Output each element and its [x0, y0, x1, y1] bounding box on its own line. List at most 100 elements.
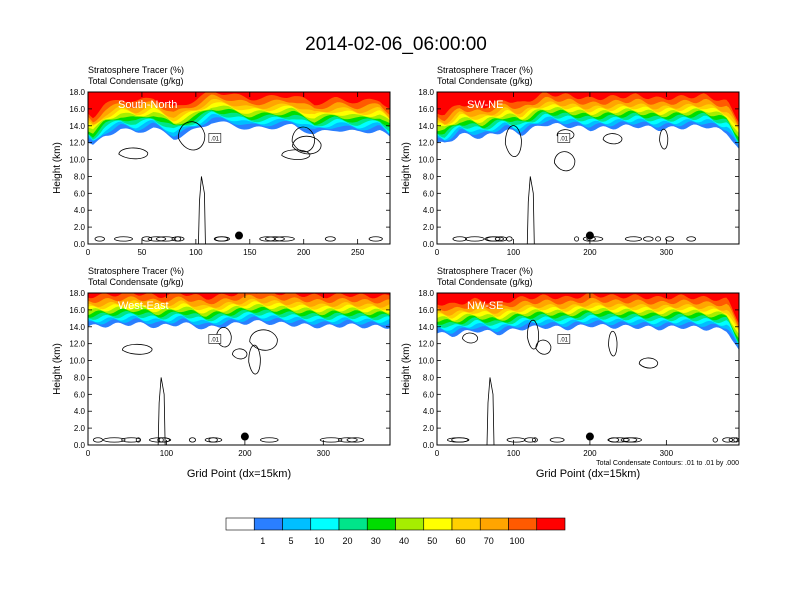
y-tick-label: 10.0 [69, 357, 85, 366]
y-tick-label: 16.0 [69, 105, 85, 114]
y-tick-label: 0.0 [423, 240, 435, 249]
y-tick-label: 8.0 [423, 373, 435, 382]
contour-label-box [557, 133, 571, 143]
contour-blob [586, 236, 604, 242]
x-tick-label: 150 [243, 248, 257, 257]
contour-note: Total Condensate Contours: .01 to .01 by… [596, 460, 739, 467]
colorbar-label: 10 [314, 536, 324, 546]
contour-blob [141, 236, 153, 242]
colorbar-label: 5 [288, 536, 293, 546]
x-tick-label: 250 [351, 248, 365, 257]
contour-blob [494, 236, 508, 242]
colorbar-swatch [338, 517, 368, 531]
contour-cloud [553, 151, 576, 172]
panel-title-line: Stratosphere Tracer (%) [437, 65, 533, 75]
contour-cloud [504, 125, 522, 157]
contour-blob [319, 437, 343, 443]
x-tick-label: 0 [86, 248, 91, 257]
contour-blob [147, 236, 167, 242]
contour-blob [524, 437, 537, 443]
x-tick-label: 200 [238, 449, 252, 458]
location-marker [585, 432, 594, 441]
contour-blob [620, 437, 638, 443]
y-tick-label: 18.0 [69, 88, 85, 97]
contour-blob [102, 437, 126, 443]
panel-1: .01 South-North Stratosphere Tracer (%)Tot… [52, 65, 391, 257]
contour-blob [728, 437, 739, 443]
contour-blob [188, 437, 196, 443]
x-tick-label: 100 [160, 449, 174, 458]
section-label: SW-NE [467, 99, 503, 111]
location-marker [240, 432, 249, 441]
y-tick-label: 12.0 [418, 340, 434, 349]
y-tick-label: 14.0 [69, 122, 85, 131]
contour-blob [337, 437, 358, 443]
contour-blob [155, 236, 176, 242]
contour-blob [608, 437, 620, 443]
x-tick-label: 300 [317, 449, 331, 458]
y-tick-label: 16.0 [418, 306, 434, 315]
contour-cloud [659, 128, 669, 150]
x-tick-label: 0 [86, 449, 91, 458]
contour-blob [148, 437, 172, 443]
y-tick-label: 8.0 [74, 373, 86, 382]
contour-blob [643, 236, 654, 242]
panels-group: .01 South-North Stratosphere Tracer (%) Tot… [52, 65, 740, 480]
colorbar-swatch [479, 517, 509, 531]
contour-blob [92, 437, 104, 443]
y-axis-label: Height (km) [52, 142, 63, 194]
x-tick-label: 100 [189, 248, 203, 257]
location-marker [235, 231, 243, 240]
y-tick-label: 8.0 [423, 172, 435, 181]
contour-cloud [215, 327, 232, 348]
tracer-band-11 [437, 92, 739, 123]
panel-2: .01 SW-NE Stratosphere Tracer (%)Total Con… [401, 65, 740, 257]
contour-blob [531, 437, 538, 443]
y-tick-label: 8.0 [74, 172, 86, 181]
y-tick-label: 10.0 [418, 357, 434, 366]
colorbar-label: 50 [427, 536, 437, 546]
x-tick-label: 0 [435, 449, 440, 458]
contour-blob [655, 236, 662, 242]
contour-column [198, 176, 206, 244]
y-tick-label: 2.0 [74, 424, 86, 433]
contour-blob [213, 236, 229, 242]
y-tick-label: 4.0 [423, 407, 435, 416]
y-tick-label: 16.0 [418, 105, 434, 114]
tracer-band-11 [437, 293, 739, 324]
y-axis-label: Height (km) [52, 343, 63, 395]
section-label: South-North [118, 99, 177, 111]
tracer-field: .01 NW-SE [437, 293, 739, 445]
section-label: West-East [118, 300, 169, 312]
y-tick-label: 14.0 [418, 323, 434, 332]
panel-title-line: Total Condensate (g/kg) [88, 277, 184, 287]
y-tick-label: 4.0 [74, 206, 86, 215]
colorbar-swatch [310, 517, 340, 531]
y-tick-label: 18.0 [418, 88, 434, 97]
contour-cloud [292, 135, 322, 155]
contour-blob [260, 437, 279, 443]
y-tick-label: 0.0 [74, 240, 86, 249]
condensate-contours [92, 327, 365, 445]
colorbar-label: 20 [342, 536, 352, 546]
x-tick-label: 100 [507, 248, 521, 257]
contour-cloud [177, 121, 206, 151]
contour-cloud [526, 319, 539, 350]
contour-blob [549, 437, 565, 443]
contour-blob [259, 236, 276, 242]
contour-label: .01 [211, 136, 220, 142]
colorbar-swatch [225, 517, 255, 531]
x-tick-label: 300 [660, 248, 674, 257]
y-tick-label: 2.0 [423, 223, 435, 232]
y-tick-label: 18.0 [418, 289, 434, 298]
plot-frame [436, 91, 740, 245]
x-tick-label: 200 [583, 248, 597, 257]
colorbar-swatch [451, 517, 481, 531]
contour-cloud [462, 332, 479, 344]
colorbar-label: 40 [399, 536, 409, 546]
panel-title-line: Total Condensate (g/kg) [88, 76, 184, 86]
y-tick-label: 2.0 [74, 223, 86, 232]
y-tick-label: 10.0 [418, 156, 434, 165]
